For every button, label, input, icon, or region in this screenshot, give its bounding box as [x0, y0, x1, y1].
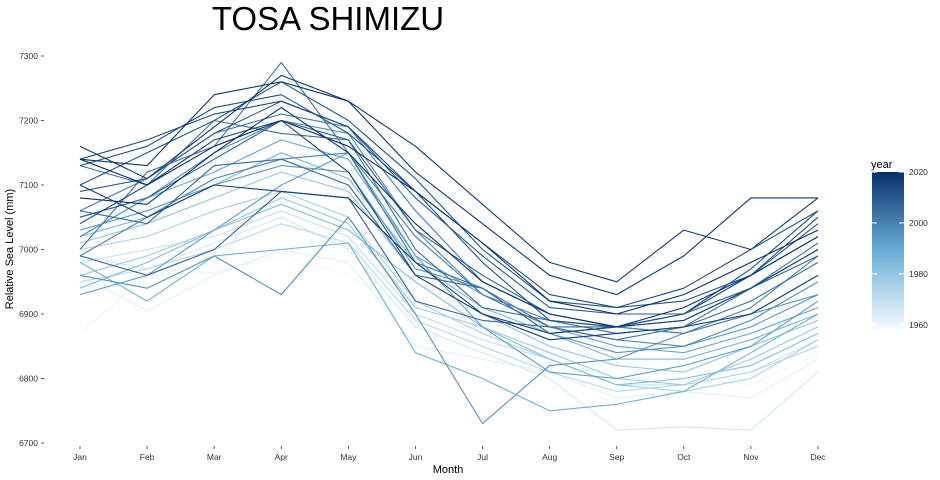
x-axis: Jan Feb Mar Apr May Jun Jul Aug Sep Oct Nov Dec: [73, 446, 826, 462]
series-line-2004: [79, 119, 819, 334]
series-lines: [79, 61, 819, 431]
y-tick-label: 6700: [19, 438, 38, 448]
series-line-2017: [79, 74, 819, 283]
y-axis: 6700 6800 6900 7000 7100 7200 7300: [19, 51, 44, 448]
y-tick-label: 7300: [19, 51, 38, 61]
x-tick-label: Mar: [207, 452, 222, 462]
legend: year 1960 1980 2000 2020: [871, 159, 928, 330]
series-line-2011: [79, 81, 819, 309]
series-line-1960: [79, 255, 819, 386]
legend-colorbar: [872, 172, 904, 330]
legend-title: year: [871, 159, 893, 171]
legend-tick-label: 2020: [909, 167, 928, 177]
x-tick-label: Jun: [409, 452, 423, 462]
chart-title: TOSA SHIMIZU: [212, 0, 444, 37]
y-axis-title: Relative Sea Level (mm): [4, 189, 16, 309]
legend-tick-label: 2000: [909, 218, 928, 228]
series-line-1993: [79, 152, 819, 380]
series-line-1966: [79, 216, 819, 431]
legend-tick-label: 1980: [909, 269, 928, 279]
x-tick-label: Apr: [275, 452, 288, 462]
series-line-2012: [79, 94, 819, 328]
x-tick-label: Nov: [743, 452, 759, 462]
series-line-1972: [79, 223, 819, 392]
x-tick-label: Oct: [677, 452, 691, 462]
legend-ticks: 1960 1980 2000 2020: [872, 167, 928, 330]
y-tick-label: 7200: [19, 116, 38, 126]
x-tick-label: Jul: [477, 452, 488, 462]
series-line-2016: [79, 184, 819, 341]
series-line-2015: [79, 119, 819, 334]
series-line-2003: [79, 61, 819, 341]
series-line-1988: [79, 242, 819, 412]
y-tick-label: 6800: [19, 374, 38, 384]
series-line-2000: [79, 152, 819, 334]
series-line-1998: [79, 119, 819, 347]
x-tick-label: Sep: [609, 452, 624, 462]
legend-tick-label: 1960: [909, 320, 928, 330]
x-axis-title: Month: [433, 464, 464, 476]
series-line-1978: [79, 197, 819, 386]
series-line-1963: [79, 248, 819, 399]
x-tick-label: Jan: [73, 452, 87, 462]
x-tick-label: Feb: [140, 452, 155, 462]
y-tick-label: 7100: [19, 180, 38, 190]
y-tick-label: 7000: [19, 245, 38, 255]
x-tick-label: Aug: [542, 452, 557, 462]
y-tick-label: 6900: [19, 309, 38, 319]
series-line-1996: [79, 216, 819, 425]
series-line-2020: [79, 119, 819, 315]
x-tick-label: Dec: [810, 452, 826, 462]
series-line-1983: [79, 203, 819, 386]
series-line-2018: [79, 81, 818, 296]
series-line-2007: [79, 190, 819, 328]
series-line-2019: [79, 107, 819, 328]
x-tick-label: May: [340, 452, 357, 462]
